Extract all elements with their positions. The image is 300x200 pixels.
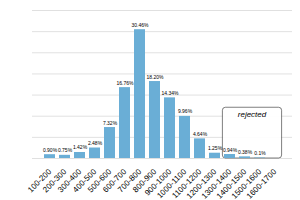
svg-text:14.34%: 14.34%	[162, 90, 180, 96]
svg-text:400-500: 400-500	[71, 167, 99, 195]
svg-text:500-600: 500-600	[86, 167, 114, 195]
svg-text:1.25%: 1.25%	[208, 145, 223, 151]
svg-text:600-700: 600-700	[101, 167, 129, 195]
svg-text:900-1000: 900-1000	[143, 167, 174, 198]
svg-text:rejected: rejected	[238, 110, 267, 119]
svg-text:4.64%: 4.64%	[193, 131, 208, 137]
svg-text:800-900: 800-900	[131, 167, 159, 195]
svg-text:2.48%: 2.48%	[88, 140, 103, 146]
svg-text:9.96%: 9.96%	[178, 108, 193, 114]
svg-text:0.75%: 0.75%	[58, 147, 73, 153]
svg-text:300-400: 300-400	[56, 167, 84, 195]
svg-text:30.46%: 30.46%	[132, 22, 150, 28]
svg-text:16.76%: 16.76%	[117, 80, 135, 86]
svg-text:1600-1700: 1600-1700	[245, 167, 279, 200]
svg-text:0.38%: 0.38%	[238, 149, 253, 155]
svg-text:18.20%: 18.20%	[147, 74, 165, 80]
svg-text:200-300: 200-300	[41, 167, 69, 195]
svg-text:0.94%: 0.94%	[223, 147, 238, 153]
svg-text:1.42%: 1.42%	[73, 144, 88, 150]
svg-text:100-200: 100-200	[26, 167, 54, 195]
svg-text:700-800: 700-800	[116, 167, 144, 195]
svg-text:7.32%: 7.32%	[103, 120, 118, 126]
svg-text:0.1%: 0.1%	[254, 150, 266, 156]
svg-text:0.90%: 0.90%	[43, 147, 58, 153]
